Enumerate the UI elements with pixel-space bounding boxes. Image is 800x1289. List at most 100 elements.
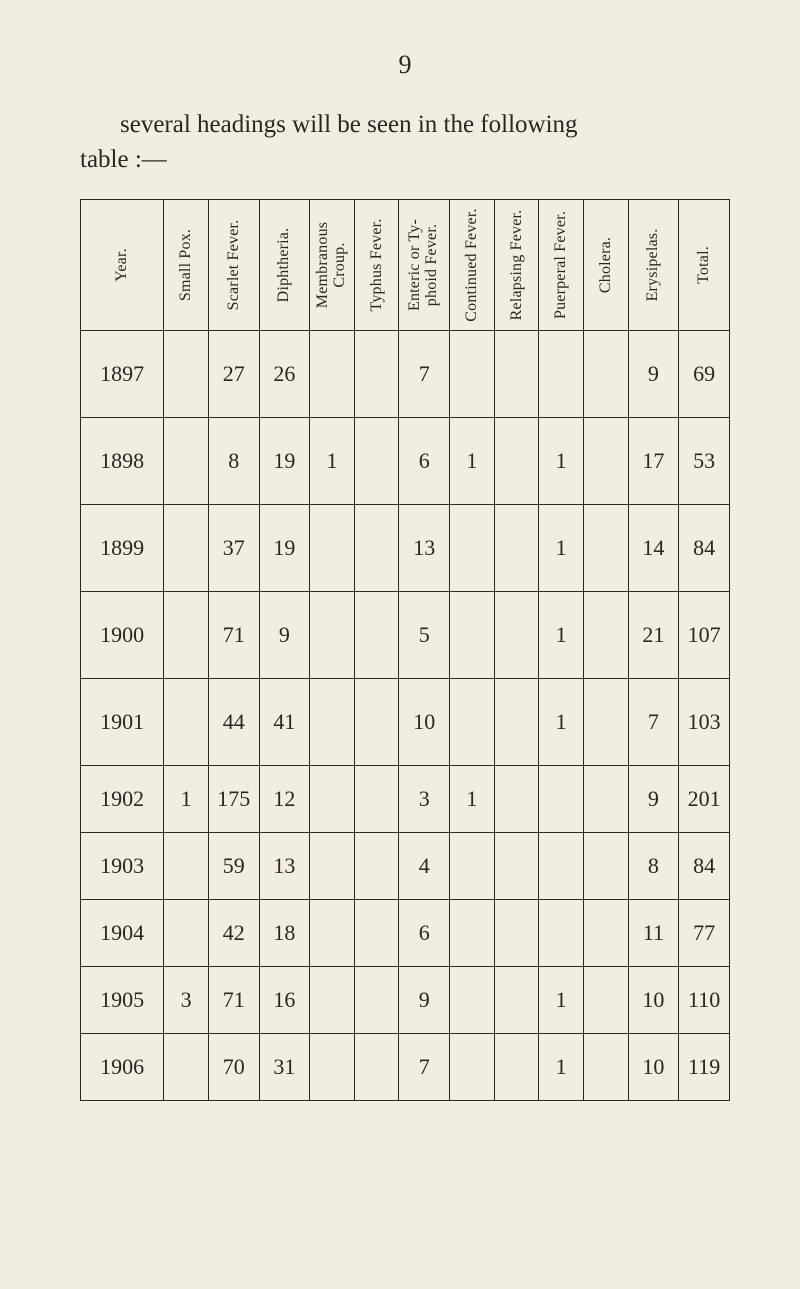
cell-value	[494, 679, 539, 766]
cell-value: 16	[259, 967, 310, 1034]
intro-line-2: table :—	[80, 146, 167, 173]
cell-value	[583, 592, 628, 679]
col-header-label: Erysipelas.	[644, 229, 662, 302]
cell-value	[494, 331, 539, 418]
cell-value	[354, 900, 399, 967]
cell-year: 1906	[81, 1034, 164, 1101]
cell-value: 17	[628, 418, 679, 505]
col-header-label: Total.	[695, 246, 713, 284]
table-body: 1897272679691898819161117531899371913114…	[81, 331, 730, 1101]
cell-value: 5	[399, 592, 450, 679]
cell-value: 13	[259, 833, 310, 900]
cell-value	[539, 331, 584, 418]
cell-value	[354, 1034, 399, 1101]
cell-year: 1902	[81, 766, 164, 833]
cell-value	[539, 766, 584, 833]
cell-value: 70	[208, 1034, 259, 1101]
cell-value	[583, 967, 628, 1034]
cell-value	[583, 331, 628, 418]
cell-value	[310, 1034, 355, 1101]
cell-value: 59	[208, 833, 259, 900]
cell-value	[494, 967, 539, 1034]
col-header-label: Relapsing Fever.	[508, 210, 526, 321]
cell-value	[310, 900, 355, 967]
cell-value	[494, 766, 539, 833]
cell-value: 107	[679, 592, 730, 679]
cell-value: 110	[679, 967, 730, 1034]
col-header-total: Total.	[679, 200, 730, 331]
fever-table: Year. Small Pox. Scarlet Fever. Diphther…	[80, 199, 730, 1101]
cell-value: 9	[259, 592, 310, 679]
col-header-label: Puerperal Fever.	[552, 211, 570, 319]
cell-year: 1899	[81, 505, 164, 592]
cell-value	[310, 331, 355, 418]
cell-value: 14	[628, 505, 679, 592]
cell-value: 53	[679, 418, 730, 505]
cell-value	[164, 679, 209, 766]
col-header-relapsing-fever: Relapsing Fever.	[494, 200, 539, 331]
cell-value: 9	[628, 331, 679, 418]
cell-value	[583, 833, 628, 900]
table-row: 189727267969	[81, 331, 730, 418]
cell-value	[450, 592, 495, 679]
cell-value	[310, 833, 355, 900]
cell-value: 31	[259, 1034, 310, 1101]
cell-value	[354, 833, 399, 900]
col-header-label: Continued Fever.	[463, 208, 481, 321]
cell-value	[494, 592, 539, 679]
cell-value: 21	[628, 592, 679, 679]
col-header-label: Small Pox.	[177, 229, 195, 301]
col-header-continued-fever: Continued Fever.	[450, 200, 495, 331]
cell-value: 1	[539, 505, 584, 592]
col-header-small-pox: Small Pox.	[164, 200, 209, 331]
page-number: 9	[80, 50, 730, 80]
cell-value	[354, 418, 399, 505]
cell-value: 42	[208, 900, 259, 967]
table-row: 190359134884	[81, 833, 730, 900]
col-header-label: Year.	[113, 248, 131, 282]
cell-value: 7	[399, 331, 450, 418]
cell-year: 1901	[81, 679, 164, 766]
cell-value: 13	[399, 505, 450, 592]
cell-value: 9	[399, 967, 450, 1034]
cell-value: 9	[628, 766, 679, 833]
col-header-enteric: Enteric or Ty- phoid Fever.	[399, 200, 450, 331]
cell-value	[450, 900, 495, 967]
col-header-diphtheria: Diphtheria.	[259, 200, 310, 331]
col-header-erysipelas: Erysipelas.	[628, 200, 679, 331]
col-header-typhus-fever: Typhus Fever.	[354, 200, 399, 331]
intro-text: several headings will be seen in the fol…	[80, 108, 730, 177]
cell-value: 11	[628, 900, 679, 967]
cell-value	[494, 418, 539, 505]
cell-value: 37	[208, 505, 259, 592]
cell-value: 26	[259, 331, 310, 418]
table-row: 1905371169110110	[81, 967, 730, 1034]
cell-value	[583, 418, 628, 505]
col-header-label: Scarlet Fever.	[225, 220, 243, 311]
cell-value: 10	[399, 679, 450, 766]
table-row: 189881916111753	[81, 418, 730, 505]
cell-value	[164, 1034, 209, 1101]
col-header-label: Enteric or Ty- phoid Fever.	[407, 205, 441, 325]
col-header-label: Typhus Fever.	[368, 218, 386, 311]
cell-value: 71	[208, 967, 259, 1034]
cell-value: 44	[208, 679, 259, 766]
intro-line-1: several headings will be seen in the fol…	[120, 111, 578, 138]
cell-value: 27	[208, 331, 259, 418]
cell-value: 1	[539, 1034, 584, 1101]
cell-value	[164, 900, 209, 967]
cell-value	[310, 766, 355, 833]
cell-value	[354, 505, 399, 592]
cell-year: 1905	[81, 967, 164, 1034]
cell-value	[494, 1034, 539, 1101]
cell-value: 1	[539, 679, 584, 766]
cell-value	[450, 967, 495, 1034]
cell-year: 1903	[81, 833, 164, 900]
cell-value: 201	[679, 766, 730, 833]
cell-value	[583, 766, 628, 833]
cell-value: 10	[628, 1034, 679, 1101]
table-row: 190144411017103	[81, 679, 730, 766]
cell-value	[164, 418, 209, 505]
cell-value: 7	[628, 679, 679, 766]
cell-value: 1	[450, 418, 495, 505]
